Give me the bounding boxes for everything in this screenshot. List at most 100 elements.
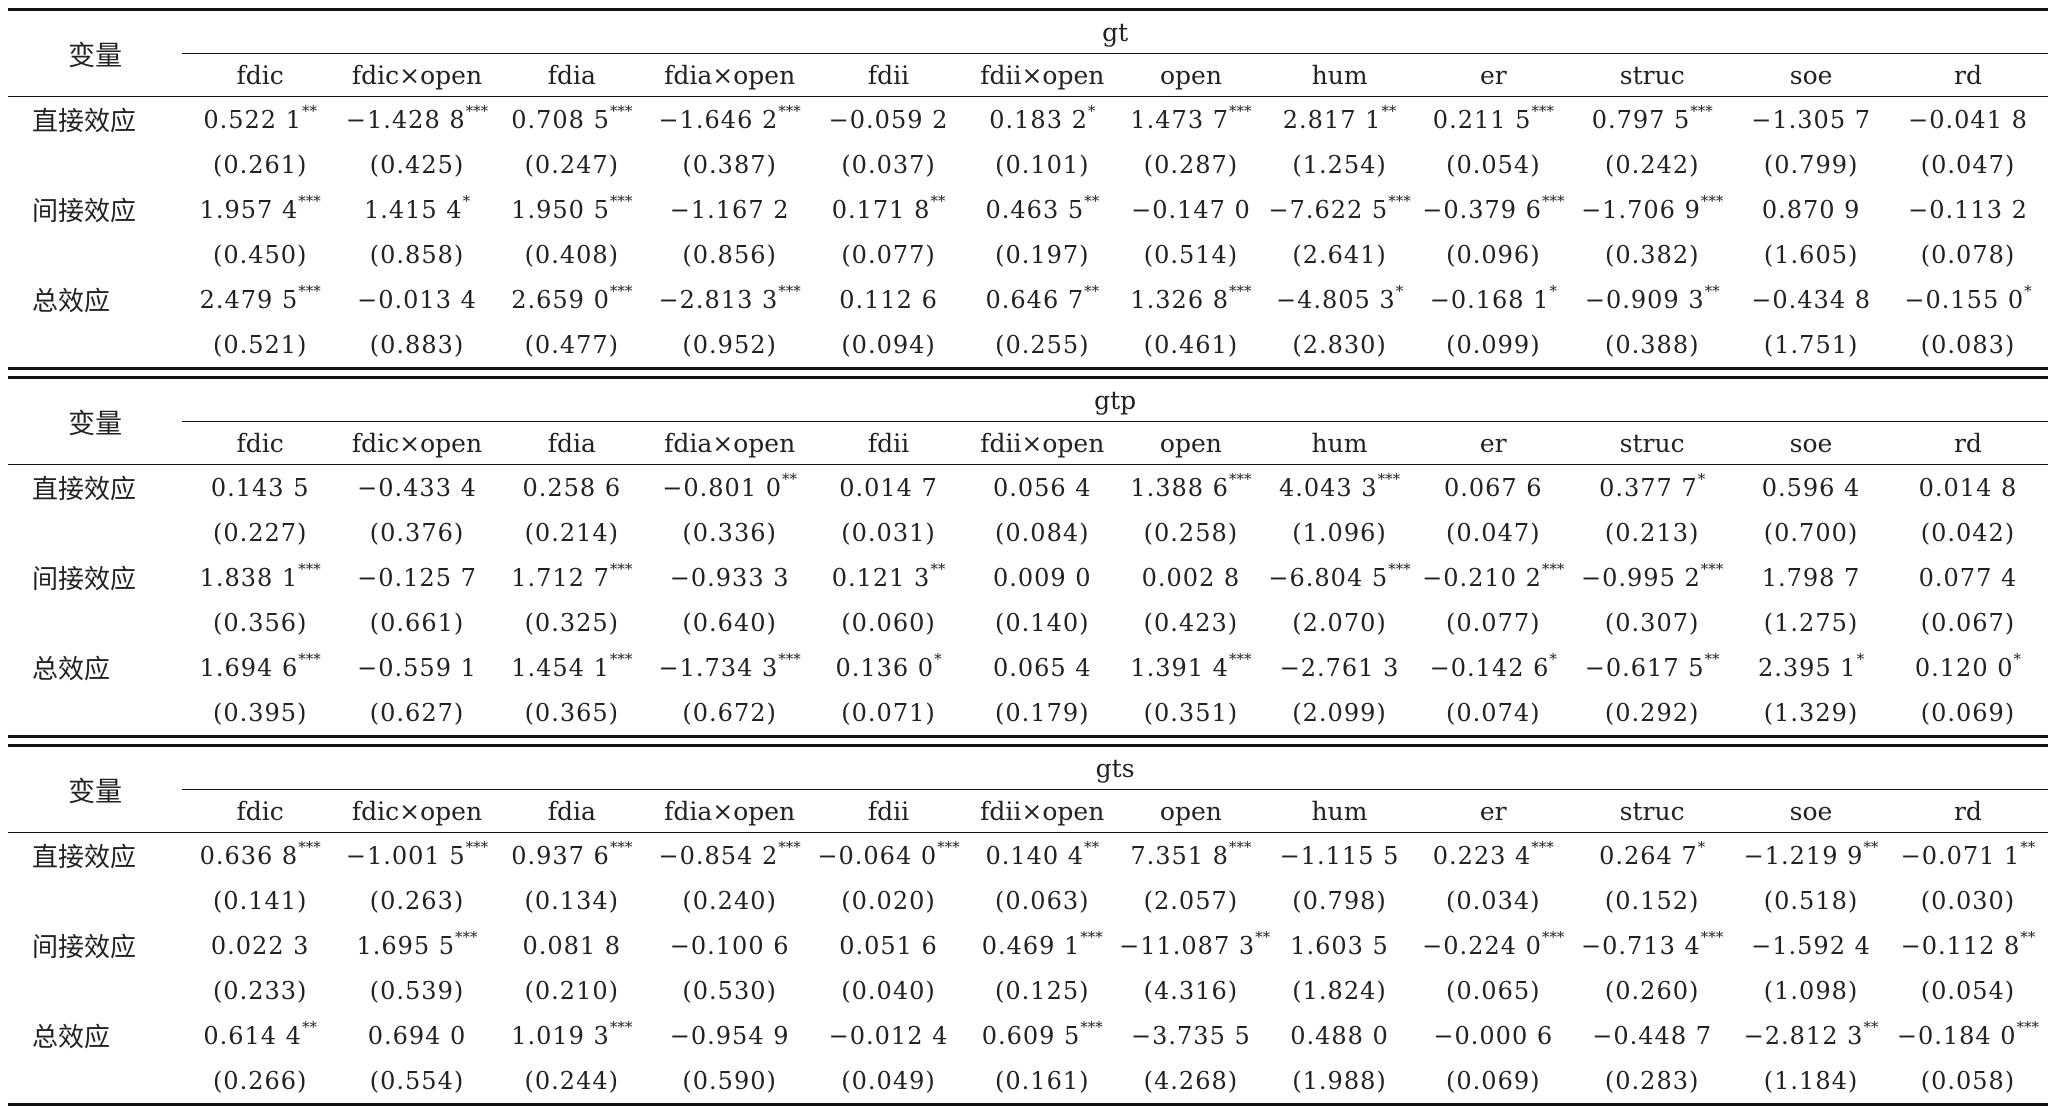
coefficient-value: −0.113 2	[1908, 195, 2028, 224]
column-header: rd	[1888, 53, 2048, 97]
coefficient-cell: −0.713 4***	[1570, 923, 1734, 968]
column-header: struc	[1570, 789, 1735, 833]
coefficient-cell: −1.305 7	[1734, 97, 1888, 143]
standard-error-cell: (0.260)	[1604, 976, 1700, 1005]
coefficient-cell: 2.817 1**	[1263, 97, 1417, 143]
row-label-spacer	[8, 878, 182, 923]
column-header: struc	[1570, 53, 1735, 97]
coefficient-value: 1.950 5	[511, 195, 610, 224]
standard-error-cell: (0.336)	[682, 518, 777, 547]
coefficient-cell: 2.479 5***	[182, 277, 338, 322]
coefficient-value: 0.522 1	[203, 105, 302, 134]
standard-error-cell: (0.856)	[682, 240, 777, 269]
standard-error-cell: (0.365)	[495, 690, 648, 738]
coefficient-cell: 0.636 8***	[182, 833, 338, 879]
significance-stars: **	[2020, 837, 2036, 856]
significance-stars: **	[301, 101, 317, 120]
coefficient-cell: 0.171 8**	[812, 187, 966, 232]
coefficient-value: −0.224 0	[1422, 931, 1542, 960]
coefficient-cell: −1.115 5	[1263, 833, 1417, 879]
column-header: fdia×open	[647, 789, 812, 833]
standard-error-cell: (0.521)	[182, 322, 339, 370]
coefficient-cell: −1.646 2***	[648, 97, 812, 143]
standard-error-cell: (0.161)	[965, 1058, 1120, 1106]
variable-header: 变量	[8, 8, 183, 97]
coefficient-cell: −1.428 8***	[338, 97, 496, 143]
significance-stars: **	[1704, 649, 1720, 668]
coefficient-cell: −2.761 3	[1263, 645, 1417, 690]
coefficient-value: 0.223 4	[1432, 841, 1532, 870]
column-header: fdii	[811, 789, 966, 833]
panel-gt: 变量 gt fdic fdic×open fdia fdia×open fdii fdii×o…	[8, 8, 2048, 370]
column-header: er	[1416, 789, 1571, 833]
standard-error-cell: (1.184)	[1734, 1058, 1888, 1106]
standard-error-cell: (1.605)	[1763, 240, 1859, 269]
coefficient-value: 0.870 9	[1761, 195, 1861, 224]
standard-error-cell: (0.058)	[1887, 1058, 2048, 1106]
significance-stars: ***	[778, 281, 801, 300]
coefficient-value: 1.326 8	[1130, 285, 1229, 314]
coefficient-value: 0.463 5	[985, 195, 1085, 224]
column-header: fdic×open	[338, 53, 496, 97]
coefficient-cell: −0.184 0***	[1888, 1013, 2048, 1058]
significance-stars: ***	[465, 101, 489, 120]
significance-stars: **	[1084, 281, 1100, 300]
standard-error-cell: (0.382)	[1605, 240, 1700, 269]
significance-stars: ***	[1531, 101, 1554, 120]
standard-error-cell: (0.240)	[682, 886, 777, 915]
coefficient-cell: −0.112 8**	[1888, 923, 2048, 968]
coefficient-value: −1.001 5	[345, 841, 466, 870]
coefficient-value: 1.712 7	[511, 563, 610, 592]
coefficient-value: 1.415 4	[363, 195, 463, 224]
coefficient-cell: 1.950 5***	[496, 187, 648, 232]
standard-error-cell: (2.057)	[1143, 886, 1239, 915]
column-header: fdic	[182, 789, 339, 833]
coefficient-cell: −1.706 9***	[1570, 187, 1734, 232]
coefficient-cell: −0.801 0**	[648, 465, 812, 511]
column-header: fdic×open	[338, 789, 496, 833]
coefficient-cell: −0.125 7	[338, 555, 496, 600]
significance-stars: **	[930, 191, 946, 210]
coefficient-cell: 0.014 8	[1888, 465, 2048, 511]
standard-error-cell: (0.078)	[1920, 240, 2016, 269]
column-header: fdic×open	[338, 421, 496, 465]
coefficient-cell: 0.264 7*	[1570, 833, 1734, 879]
row-label-total: 总效应	[32, 1023, 111, 1053]
coefficient-cell: −0.059 2	[812, 97, 966, 143]
coefficient-value: 1.838 1	[199, 563, 299, 592]
standard-error-cell: (4.268)	[1119, 1058, 1263, 1106]
coefficient-value: −0.041 8	[1908, 105, 2028, 134]
coefficient-cell: 1.326 8***	[1119, 277, 1263, 322]
coefficient-value: 0.077 4	[1918, 563, 2018, 592]
coefficient-cell: 0.463 5**	[965, 187, 1119, 232]
coefficient-value: 0.797 5	[1591, 105, 1691, 134]
standard-error-cell: (0.197)	[995, 240, 1090, 269]
significance-stars: ***	[778, 837, 801, 856]
coefficient-cell: 0.183 2*	[965, 97, 1119, 143]
standard-error-cell: (1.824)	[1292, 976, 1387, 1005]
coefficient-cell: 0.022 3	[182, 923, 338, 968]
coefficient-value: −0.142 6	[1429, 653, 1550, 682]
significance-stars: ***	[2016, 1017, 2040, 1036]
significance-stars: ***	[1700, 927, 1724, 946]
coefficient-value: 1.019 3	[511, 1021, 610, 1050]
coefficient-value: −0.064 0	[817, 841, 938, 870]
coefficient-cell: 0.469 1***	[965, 923, 1119, 968]
row-label-spacer	[8, 510, 182, 555]
column-header: soe	[1734, 421, 1888, 465]
coefficient-cell: 0.067 6	[1416, 465, 1570, 511]
coefficient-cell: −0.379 6***	[1416, 187, 1570, 232]
row-label-direct: 直接效应	[32, 107, 137, 137]
significance-stars: ***	[1228, 649, 1252, 668]
row-label-indirect: 间接效应	[32, 933, 137, 963]
coefficient-value: −0.147 0	[1131, 195, 1251, 224]
significance-stars: ***	[1388, 559, 1411, 578]
coefficient-value: −0.801 0	[662, 473, 782, 502]
significance-stars: ***	[609, 1017, 633, 1036]
coefficient-cell: −1.592 4	[1734, 923, 1888, 968]
significance-stars: ***	[609, 191, 633, 210]
coefficient-cell: 0.609 5***	[965, 1013, 1119, 1058]
standard-error-cell: (0.477)	[495, 322, 648, 370]
standard-error-cell: (0.356)	[212, 608, 308, 637]
standard-error-cell: (0.799)	[1763, 150, 1859, 179]
